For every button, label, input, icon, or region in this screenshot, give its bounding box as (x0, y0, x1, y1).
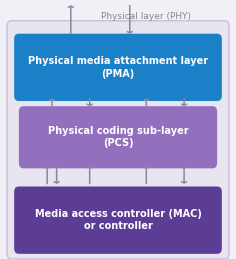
Text: Physical media attachment layer
(PMA): Physical media attachment layer (PMA) (28, 56, 208, 78)
FancyBboxPatch shape (7, 21, 229, 259)
FancyBboxPatch shape (19, 106, 217, 168)
FancyBboxPatch shape (14, 186, 222, 254)
FancyBboxPatch shape (14, 34, 222, 101)
Text: Physical layer (PHY): Physical layer (PHY) (101, 12, 191, 21)
Text: Media access controller (MAC)
or controller: Media access controller (MAC) or control… (34, 209, 202, 231)
Text: Physical coding sub-layer
(PCS): Physical coding sub-layer (PCS) (48, 126, 188, 148)
